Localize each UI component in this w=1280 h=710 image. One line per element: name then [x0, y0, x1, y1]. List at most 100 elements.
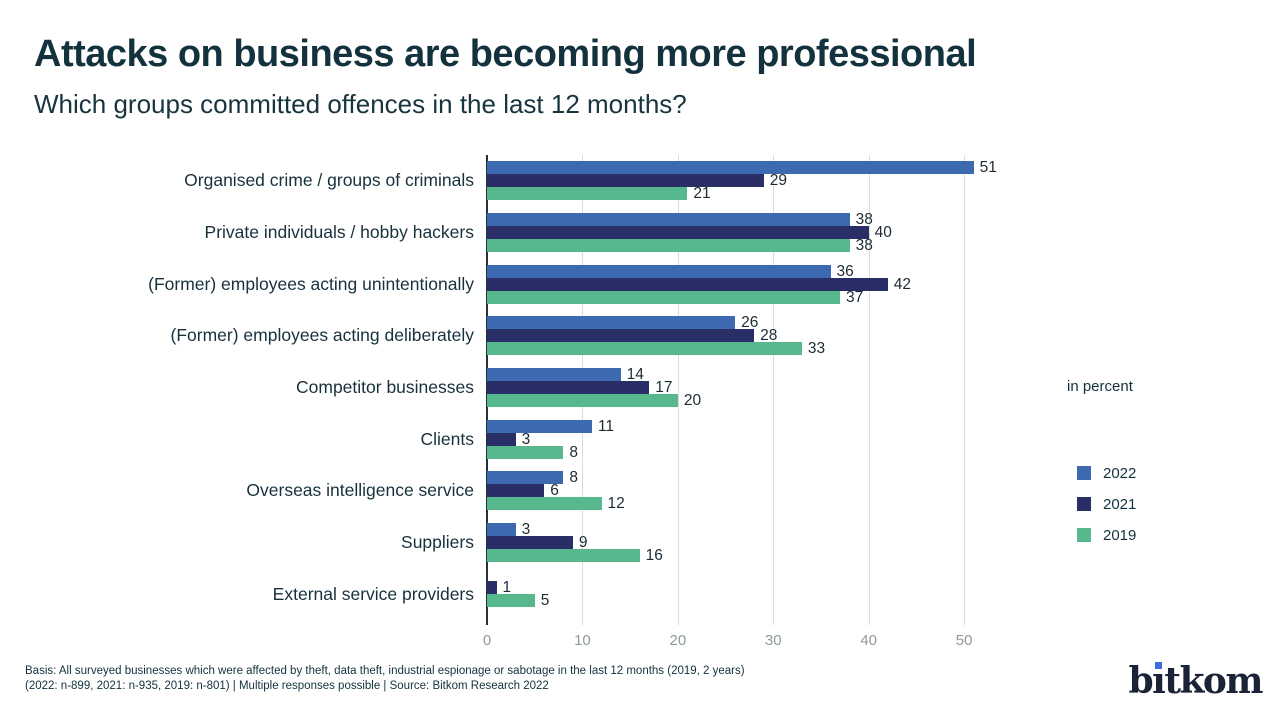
bar-value-label: 14 — [626, 365, 644, 383]
bar-row-2: Private individuals / hobby hackers 38 40 3… — [34, 207, 1044, 259]
bar-value-label: 21 — [693, 185, 711, 203]
bar-group: 14 17 20 — [487, 362, 1044, 414]
bar-row-5: Competitor businesses 14 17 20 — [34, 362, 1044, 414]
bar-value-label: 3 — [521, 520, 531, 538]
bar-2021 — [487, 329, 755, 343]
bar-value-label: 28 — [760, 327, 778, 345]
bar-value-label: 38 — [855, 236, 873, 254]
logo-letter-i: ı — [1152, 660, 1166, 702]
bar-line-2019: 5 — [487, 593, 1044, 608]
category-label: External service providers — [272, 583, 474, 604]
bar-2021 — [487, 174, 764, 188]
bar-2021 — [487, 380, 650, 394]
bar-value-label: 26 — [741, 314, 759, 332]
bar-line-2021: 3 — [487, 430, 1044, 448]
bar-2019 — [487, 548, 640, 562]
bar-2019 — [487, 187, 688, 201]
bar-group: 11 3 8 — [487, 413, 1044, 465]
bar-line-2022: 11 — [487, 418, 1044, 434]
gridline-30 — [773, 155, 775, 625]
bar-value-label: 20 — [683, 391, 702, 409]
bar-group: 3 9 16 — [487, 517, 1044, 569]
bar-value-label: 42 — [893, 275, 911, 293]
bar-2019 — [487, 445, 564, 459]
bar-value-label: 8 — [569, 443, 578, 461]
bar-2019 — [487, 594, 535, 608]
bar-line-2019: 20 — [487, 391, 1044, 409]
legend-label: 2022 — [1103, 464, 1137, 482]
bar-value-label: 3 — [521, 430, 531, 448]
x-tick-label-20: 20 — [669, 632, 687, 649]
bar-2019 — [487, 497, 602, 511]
grouped-bar-chart: 0 10 20 30 40 50 Organised crime / groups of … — [34, 155, 1044, 650]
bar-row-4: (Former) employees acting deliberately 26… — [34, 310, 1044, 362]
logo-text-i-stem: ı — [1152, 660, 1166, 702]
bar-2022 — [487, 471, 564, 485]
bar-line-2021: 17 — [487, 378, 1044, 396]
bar-line-2022: 26 — [487, 314, 1044, 332]
legend-item-2022: 2022 — [1077, 464, 1137, 482]
x-tick-label-50: 50 — [955, 632, 973, 649]
bar-line-2019: 37 — [487, 288, 1044, 306]
bar-2021 — [487, 535, 573, 549]
bar-value-label: 17 — [655, 378, 673, 396]
bar-line-2019: 8 — [487, 443, 1044, 461]
bar-value-label: 40 — [874, 223, 892, 241]
bar-group: 38 40 38 — [487, 207, 1044, 259]
legend-item-2021: 2021 — [1077, 495, 1137, 513]
x-tick-label-30: 30 — [764, 632, 782, 649]
bar-group: 8 6 12 — [487, 465, 1044, 517]
bar-2021 — [487, 225, 869, 239]
bitkom-logo: b ıtkom — [1128, 660, 1263, 702]
bar-value-label: 36 — [836, 262, 854, 280]
legend-label: 2021 — [1103, 495, 1137, 513]
x-tick-label-0: 0 — [482, 632, 492, 649]
bar-row-8: Suppliers 3 9 16 — [34, 517, 1044, 569]
bar-2022 — [487, 419, 592, 433]
bar-value-label: 8 — [569, 469, 578, 487]
category-label: (Former) employees acting deliberately — [170, 325, 474, 346]
bar-row-1: Organised crime / groups of criminals 51 2… — [34, 155, 1044, 207]
bar-row-6: Clients 11 3 8 — [34, 413, 1044, 465]
bar-line-2019: 33 — [487, 340, 1044, 358]
unit-label: in percent — [1067, 378, 1133, 395]
bar-row-9: External service providers 1 5 — [34, 568, 1044, 620]
bar-group: 26 28 33 — [487, 310, 1044, 362]
bar-2019 — [487, 393, 678, 407]
bar-2019 — [487, 342, 802, 356]
bar-line-2021: 1 — [487, 580, 1044, 595]
bar-line-2022: 8 — [487, 469, 1044, 487]
bar-2021 — [487, 432, 516, 446]
bar-value-label: 33 — [807, 340, 826, 358]
bar-2022 — [487, 316, 736, 330]
gridline-20 — [677, 155, 679, 625]
bar-row-7: Overseas intelligence service 8 6 12 — [34, 465, 1044, 517]
bar-value-label: 9 — [578, 533, 588, 551]
category-label: Overseas intelligence service — [246, 480, 474, 501]
x-tick-label-10: 10 — [574, 632, 591, 649]
bar-group: 51 29 21 — [487, 155, 1044, 207]
legend: 2022 2021 2019 — [1077, 464, 1137, 559]
bar-2021 — [487, 484, 545, 498]
bar-line-2019: 16 — [487, 548, 1044, 563]
bar-value-label: 37 — [846, 288, 864, 306]
bar-line-2022: 38 — [487, 210, 1044, 228]
x-tick-label-40: 40 — [860, 632, 878, 649]
bar-line-2021: 42 — [487, 275, 1044, 293]
bar-line-2019: 21 — [487, 185, 1044, 203]
footer-line-1: Basis: All surveyed businesses which wer… — [25, 665, 745, 677]
bar-value-label: 29 — [769, 172, 787, 190]
category-label: (Former) employees acting unintentionall… — [148, 273, 474, 294]
category-label: Suppliers — [401, 531, 474, 552]
logo-i-dot — [1155, 662, 1163, 669]
bar-line-2021: 40 — [487, 223, 1044, 241]
bar-line-2019: 12 — [487, 496, 1044, 512]
bar-value-label: 6 — [550, 482, 559, 500]
footer-note: Basis: All surveyed businesses which wer… — [25, 664, 745, 694]
bar-2022 — [487, 264, 831, 278]
bar-value-label: 38 — [855, 210, 873, 228]
bar-2022 — [487, 161, 974, 175]
category-label: Competitor businesses — [296, 376, 474, 397]
legend-swatch-2019 — [1077, 528, 1091, 542]
